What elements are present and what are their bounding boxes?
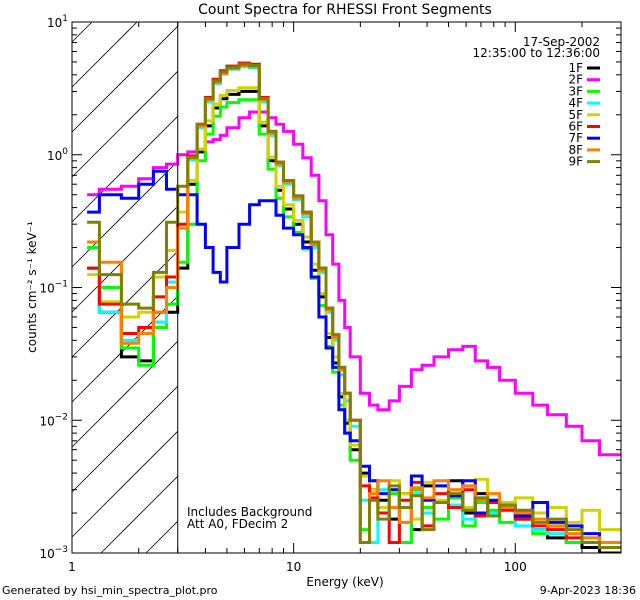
axes: 1 10 100 101 100 10−1 10−2 10−3 [39, 14, 622, 574]
x-tick-label: 10 [286, 560, 301, 574]
y-tick-label: 10−1 [39, 280, 68, 296]
hatch-line [100, 476, 178, 554]
legend-label-2F: 2F [568, 73, 583, 87]
series-9F [87, 62, 621, 549]
series-group [87, 61, 621, 553]
hatch-line [71, 71, 178, 178]
legend-label-6F: 6F [568, 120, 583, 134]
legend-label-4F: 4F [568, 96, 583, 110]
legend-label-5F: 5F [568, 108, 583, 122]
y-tick-label: 10−2 [39, 412, 68, 428]
y-tick-label: 10−3 [39, 545, 68, 561]
annotation-background: Includes Background [187, 505, 312, 519]
y-tick-label: 100 [47, 147, 68, 163]
legend-date: 17-Sep-2002 [523, 35, 600, 49]
footer-date: 9-Apr-2023 18:36 [540, 584, 636, 597]
hatch-line [71, 26, 178, 133]
legend-label-7F: 7F [568, 131, 583, 145]
x-tick-label: 1 [68, 560, 76, 574]
hatch-line [71, 21, 138, 88]
annotation-attenuator: Att A0, FDecim 2 [187, 517, 288, 531]
chart-title: Count Spectra for RHESSI Front Segments [198, 2, 492, 18]
hatch-line [71, 21, 93, 43]
hatch-line [71, 206, 178, 313]
legend-label-1F: 1F [568, 61, 583, 75]
legend-time-range: 12:35:00 to 12:36:00 [473, 46, 600, 60]
hatch-line [71, 341, 178, 448]
legend-label-8F: 8F [568, 143, 583, 157]
legend: 17-Sep-2002 12:35:00 to 12:36:00 1F2F3F4… [473, 35, 600, 169]
hatch-line [71, 116, 178, 223]
footer-generated-by: Generated by hsi_min_spectra_plot.pro [2, 584, 218, 597]
hatch-line [71, 161, 178, 268]
hatch-line [71, 431, 178, 538]
y-tick-label: 101 [47, 14, 68, 30]
legend-label-3F: 3F [568, 84, 583, 98]
legend-label-9F: 9F [568, 155, 583, 169]
hatch-line [71, 386, 178, 493]
x-axis-label: Energy (keV) [306, 575, 383, 589]
hatch-line [145, 521, 178, 554]
x-tick-label: 100 [504, 560, 527, 574]
shaded-region [71, 21, 178, 554]
series-8F [87, 64, 621, 544]
y-axis-label: counts cm⁻² s⁻¹ keV⁻¹ [25, 221, 39, 353]
